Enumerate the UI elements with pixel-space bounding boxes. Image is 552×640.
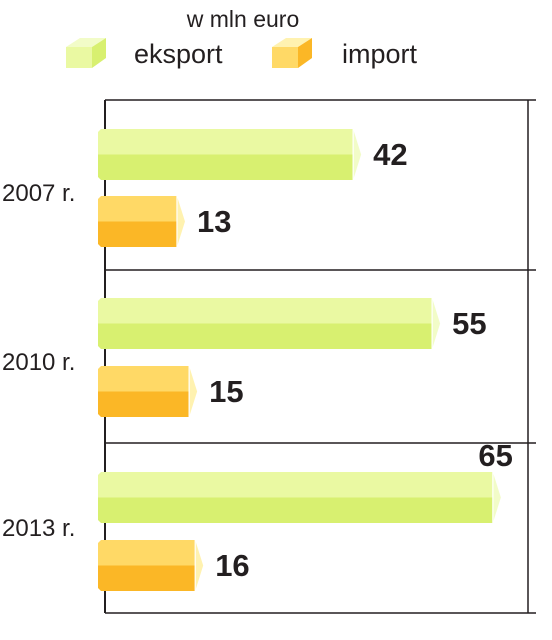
legend-export-label: eksport — [134, 39, 223, 69]
legend-import: import — [272, 38, 418, 69]
value-label-eksport: 42 — [373, 137, 407, 172]
value-label-import: 13 — [197, 204, 231, 239]
bar-import-2013 — [98, 540, 204, 591]
bar-eksport-2013 — [98, 472, 501, 523]
unit-label: w mln euro — [186, 6, 299, 32]
legend-export-swatch — [66, 38, 106, 68]
category-label: 2013 r. — [2, 515, 75, 542]
value-label-eksport: 55 — [452, 306, 486, 341]
category-label: 2007 r. — [2, 180, 75, 207]
bar-eksport-2007 — [98, 129, 362, 180]
value-label-eksport: 65 — [478, 438, 512, 473]
bar-import-2007 — [98, 196, 185, 247]
bars-layer: 42 13 55 15 65 16 — [98, 129, 513, 591]
category-label: 2010 r. — [2, 349, 75, 376]
legend-import-label: import — [342, 39, 418, 69]
legend-import-swatch — [272, 38, 312, 68]
value-label-import: 15 — [209, 374, 243, 409]
bar-eksport-2010 — [98, 298, 441, 349]
bar-import-2010 — [98, 366, 198, 417]
value-label-import: 16 — [215, 548, 249, 583]
legend-export: eksport — [66, 38, 223, 69]
